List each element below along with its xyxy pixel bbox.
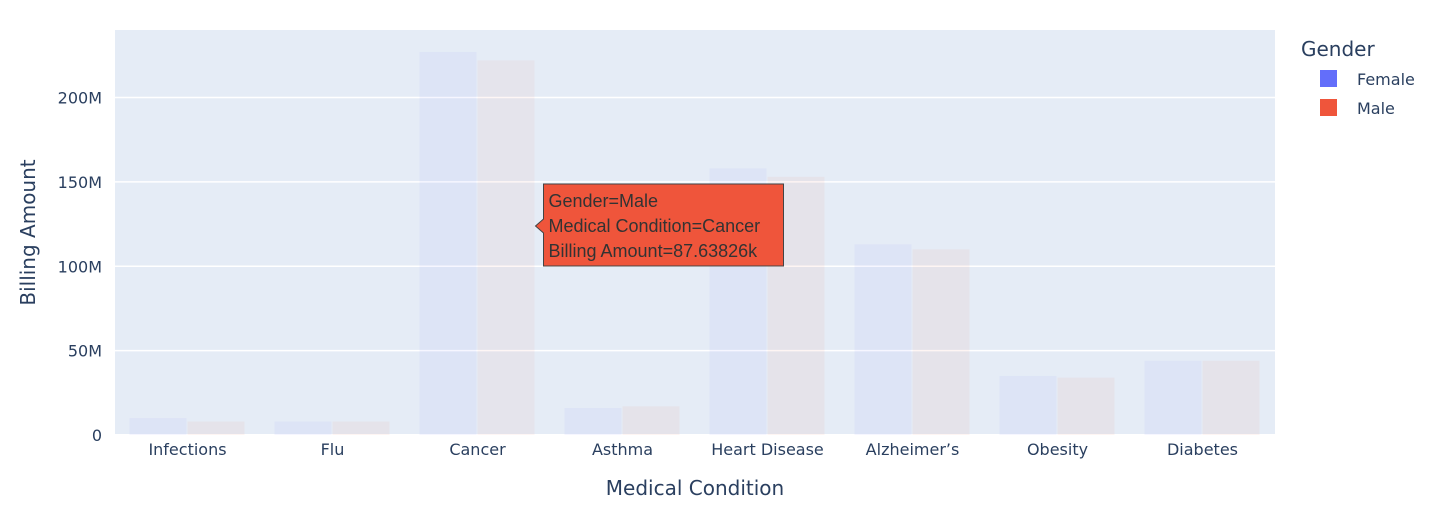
bar-female — [999, 375, 1057, 435]
hover-tooltip: Gender=Male Medical Condition=Cancer Bil… — [534, 183, 784, 267]
hover-line-condition: Medical Condition=Cancer — [549, 216, 761, 236]
bar-male — [622, 406, 680, 435]
bar-female — [274, 421, 332, 435]
bar-male — [187, 421, 245, 435]
x-tick-label: Cancer — [449, 440, 506, 459]
bar-female — [564, 408, 622, 435]
y-tick-label: 100M — [58, 257, 102, 276]
x-tick-label: Asthma — [592, 440, 653, 459]
x-tick-label: Diabetes — [1167, 440, 1238, 459]
legend-title: Gender — [1301, 37, 1375, 61]
y-tick-label: 200M — [58, 89, 102, 108]
y-axis-title: Billing Amount — [16, 159, 40, 305]
bar-male — [912, 249, 970, 435]
hover-line-amount: Billing Amount=87.63826k — [549, 241, 759, 261]
bar-male — [332, 421, 390, 435]
x-tick-label: Infections — [148, 440, 226, 459]
x-tick-label: Heart Disease — [711, 440, 824, 459]
y-tick-label: 0 — [92, 426, 102, 445]
bar-male — [1202, 360, 1260, 435]
x-axis-ticks: Infections Flu Cancer Asthma Heart Disease Al… — [148, 440, 1238, 459]
x-tick-label: Obesity — [1027, 440, 1088, 459]
bar-female — [129, 418, 187, 435]
bar-female — [1144, 360, 1202, 435]
legend: Gender Female Male — [1301, 37, 1415, 118]
y-tick-label: 150M — [58, 173, 102, 192]
hover-tooltip-box — [534, 183, 784, 267]
bar-female — [419, 51, 477, 435]
hover-line-gender: Gender=Male — [549, 191, 659, 211]
legend-swatch-male — [1320, 99, 1337, 116]
bar-male — [1057, 377, 1115, 435]
bar-female — [854, 244, 912, 435]
legend-label-female: Female — [1357, 70, 1415, 89]
legend-swatch-female — [1320, 70, 1337, 87]
x-axis-title: Medical Condition — [606, 476, 784, 500]
x-tick-label: Alzheimer’s — [866, 440, 960, 459]
bar-male — [477, 60, 535, 435]
x-tick-label: Flu — [321, 440, 345, 459]
legend-label-male: Male — [1357, 99, 1395, 118]
y-axis-ticks: 0 50M 100M 150M 200M — [58, 89, 102, 446]
y-tick-label: 50M — [68, 342, 102, 361]
